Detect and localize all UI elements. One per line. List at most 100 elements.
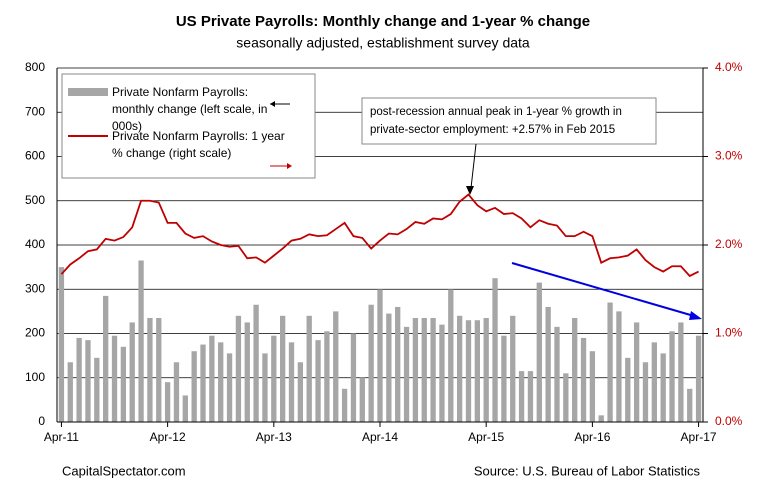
plot-area: 0 100 200 300 400 500 600 700 800 0.0% 1.0% 2.0% 3.0… [25, 60, 743, 444]
bar [456, 315, 463, 422]
trend-arrow [511, 262, 695, 317]
y-tick-label: 200 [25, 326, 45, 340]
footer-source: Source: U.S. Bureau of Labor Statistics [474, 463, 701, 478]
x-tick-label: Apr-11 [44, 430, 79, 444]
bar [218, 342, 224, 422]
bar [111, 335, 118, 422]
bar [651, 342, 657, 422]
bar [244, 322, 250, 422]
bar [94, 357, 100, 422]
trend-arrow-head [689, 311, 702, 320]
bar [625, 357, 631, 422]
bar [695, 335, 702, 422]
bar [288, 342, 295, 422]
y2-tick-label: 1.0% [715, 326, 743, 340]
bar [492, 278, 498, 422]
bar [395, 306, 401, 422]
bar [306, 315, 312, 422]
bar [262, 353, 268, 422]
bar [527, 371, 534, 422]
bar [58, 267, 65, 422]
bar [173, 362, 180, 422]
legend-arrow-head [287, 163, 292, 169]
y-tick-label: 400 [25, 237, 45, 251]
bar [554, 326, 560, 422]
bar [421, 318, 427, 422]
bar [660, 353, 666, 422]
bar [333, 311, 339, 422]
bar [439, 324, 445, 422]
bar [191, 351, 197, 422]
bar [235, 315, 242, 422]
legend-entry: Private Nonfarm Payrolls: monthly change… [112, 85, 268, 133]
bar [209, 335, 215, 422]
bar [297, 362, 304, 422]
bar [474, 320, 480, 422]
bar [147, 318, 153, 422]
y-tick-label: 800 [25, 60, 45, 74]
bar [589, 351, 596, 422]
chart-title: US Private Payrolls: Monthly change and … [176, 13, 590, 30]
annotation-text: post-recession annual peak in 1-year % g… [370, 106, 622, 118]
bar [510, 315, 516, 422]
bar [563, 373, 569, 422]
y-tick-label: 100 [25, 370, 45, 384]
bar [156, 318, 162, 422]
bar [76, 337, 82, 422]
bar [598, 415, 604, 422]
x-tick-label: Apr-16 [574, 430, 610, 444]
bar [386, 313, 392, 422]
y-tick-label: 0 [38, 414, 45, 428]
x-tick-label: Apr-17 [681, 430, 717, 444]
bar [85, 340, 91, 422]
bar [226, 353, 233, 422]
y-tick-label: 700 [25, 104, 45, 118]
bar [315, 340, 321, 422]
bar [580, 337, 587, 422]
bar [501, 335, 507, 422]
y-tick-label: 600 [25, 149, 45, 163]
bar [359, 377, 365, 422]
x-tick-label: Apr-12 [150, 430, 186, 444]
bar [403, 326, 410, 422]
y2-tick-label: 2.0% [715, 237, 743, 251]
bar [324, 331, 330, 422]
bar [448, 289, 454, 422]
footer-source-site: CapitalSpectator.com [62, 463, 186, 478]
bar [607, 302, 613, 422]
bar [669, 331, 675, 422]
chart-subtitle: seasonally adjusted, establishment surve… [236, 35, 530, 51]
bar [377, 289, 383, 422]
y2-tick-label: 3.0% [715, 149, 743, 163]
annotation-box [361, 97, 657, 145]
y2-tick-label: 4.0% [715, 60, 743, 74]
bar [164, 382, 171, 422]
bar [103, 295, 109, 422]
bar [642, 362, 649, 422]
bar [616, 311, 622, 422]
legend-arrow-head [270, 101, 275, 107]
y-tick-label: 300 [25, 281, 45, 295]
bar [182, 395, 188, 422]
annotation-arrow [470, 143, 477, 189]
bar [350, 333, 357, 422]
bar [341, 388, 348, 422]
bar [67, 362, 73, 422]
bar [253, 304, 259, 422]
bar [687, 388, 693, 422]
bar [129, 322, 135, 422]
bar [633, 322, 640, 422]
line [60, 193, 699, 278]
annotation-arrow-head [466, 186, 474, 195]
bar [368, 304, 374, 422]
x-tick-label: Apr-15 [468, 430, 504, 444]
bar [572, 318, 578, 422]
y-tick-label: 500 [25, 193, 45, 207]
annotation-text: private-sector employment: +2.57% in Feb… [370, 124, 615, 136]
x-tick-label: Apr-14 [362, 430, 398, 444]
bar [138, 260, 144, 422]
x-tick-label: Apr-13 [256, 430, 292, 444]
legend-entry: Private Nonfarm Payrolls: 1 year % chang… [112, 129, 285, 160]
bar [280, 315, 286, 422]
